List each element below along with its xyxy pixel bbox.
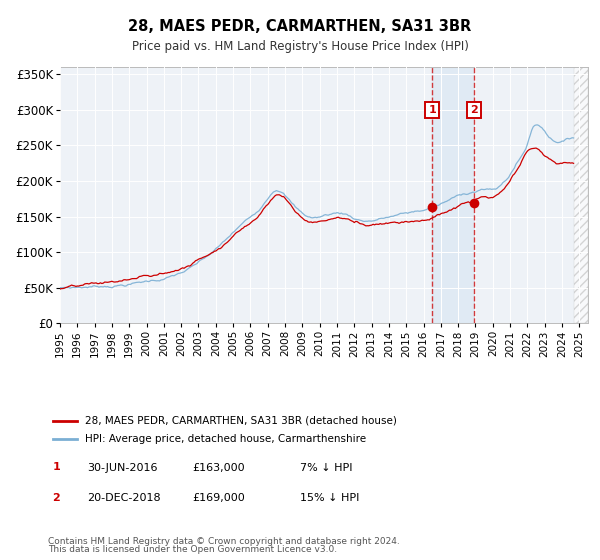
Text: 28, MAES PEDR, CARMARTHEN, SA31 3BR (detached house): 28, MAES PEDR, CARMARTHEN, SA31 3BR (det… (85, 416, 397, 426)
Text: Contains HM Land Registry data © Crown copyright and database right 2024.: Contains HM Land Registry data © Crown c… (48, 537, 400, 546)
Bar (574, 67, 588, 323)
Text: £163,000: £163,000 (192, 463, 245, 473)
Text: 28, MAES PEDR, CARMARTHEN, SA31 3BR: 28, MAES PEDR, CARMARTHEN, SA31 3BR (128, 18, 472, 34)
Text: 2: 2 (470, 105, 478, 115)
Text: £169,000: £169,000 (192, 493, 245, 503)
Text: 1: 1 (53, 462, 60, 472)
Text: 2: 2 (53, 493, 60, 503)
Text: HPI: Average price, detached house, Carmarthenshire: HPI: Average price, detached house, Carm… (85, 434, 366, 444)
Text: 1: 1 (428, 105, 436, 115)
Text: 20-DEC-2018: 20-DEC-2018 (87, 493, 161, 503)
Text: This data is licensed under the Open Government Licence v3.0.: This data is licensed under the Open Gov… (48, 545, 337, 554)
Text: 30-JUN-2016: 30-JUN-2016 (87, 463, 157, 473)
Text: 15% ↓ HPI: 15% ↓ HPI (300, 493, 359, 503)
Text: Price paid vs. HM Land Registry's House Price Index (HPI): Price paid vs. HM Land Registry's House … (131, 40, 469, 53)
Bar (432, 67, 474, 323)
Text: 7% ↓ HPI: 7% ↓ HPI (300, 463, 353, 473)
